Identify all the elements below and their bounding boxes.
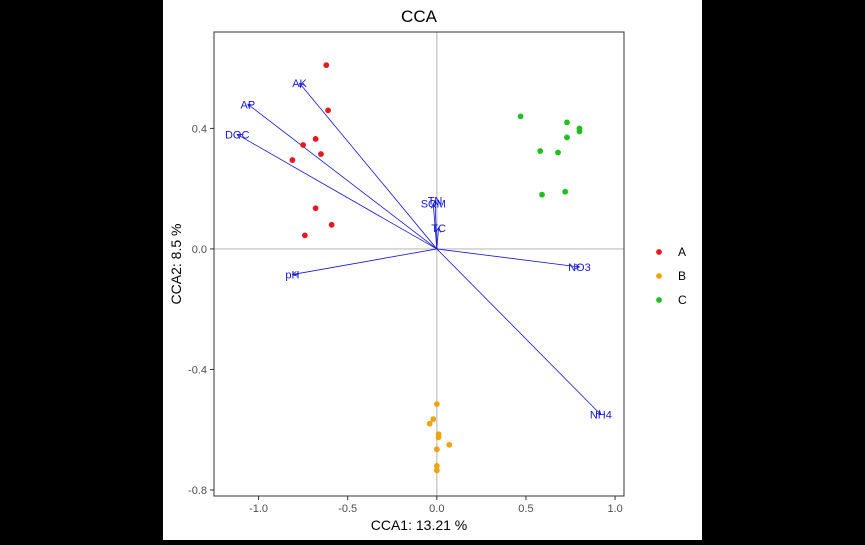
env-vector-arrowhead: [430, 202, 437, 209]
env-vector-label: NH4: [590, 410, 612, 422]
env-vector-label: AK: [292, 78, 307, 90]
env-vector-label: TC: [431, 223, 446, 235]
point-a: [312, 205, 319, 212]
point-a: [302, 232, 308, 239]
point-b: [426, 420, 433, 427]
legend-label-b: B: [678, 269, 686, 283]
x-tick-label: -1.0: [249, 503, 268, 515]
env-vector-label: SOM: [421, 199, 446, 211]
env-vector-ph: [292, 248, 437, 275]
point-c: [537, 148, 544, 154]
legend-label-c: C: [678, 293, 687, 307]
point-a: [328, 221, 335, 228]
y-tick-label: -0.8: [188, 485, 207, 497]
env-vector-label: TN: [428, 196, 443, 208]
legend-label-a: A: [678, 245, 686, 259]
env-vector-label: pH: [285, 270, 299, 282]
point-c: [576, 128, 583, 135]
env-vector-arrowhead: [595, 409, 602, 416]
point-b: [435, 434, 442, 441]
point-b: [433, 462, 440, 469]
point-c: [562, 188, 569, 195]
env-vector-doc: [236, 134, 438, 250]
env-vector-label: NO3: [568, 262, 591, 274]
point-a: [300, 142, 307, 148]
env-vector-arrowhead: [247, 103, 253, 110]
point-c: [517, 113, 524, 120]
env-vector-som: [432, 203, 438, 249]
env-vector-label: AP: [241, 99, 256, 111]
env-vector-arrowhead: [291, 271, 298, 277]
chart-title: CCA: [401, 7, 438, 26]
y-tick-label: 0.4: [192, 123, 207, 135]
x-tick-label: 1.0: [607, 503, 622, 515]
legend-key-b: [656, 273, 662, 279]
env-vector-tc: [436, 227, 440, 249]
point-b: [433, 401, 440, 408]
point-c: [564, 134, 570, 141]
env-vector-nh4: [436, 248, 602, 415]
point-c: [555, 149, 561, 156]
point-a: [289, 157, 296, 163]
env-vector-label: DOC: [225, 129, 250, 141]
cca-chart: CCA -1.0 -0.5 0.0 0.5 1.0 -0.8 -0.4 0.0 0.4 AK AP D…: [163, 0, 702, 540]
env-vector-arrowhead: [299, 82, 305, 89]
env-vector-arrowhead: [236, 134, 243, 139]
env-vector-ak: [299, 82, 438, 250]
legend-key-a: [656, 249, 662, 255]
y-tick-label: 0.0: [192, 244, 207, 256]
x-axis-title: CCA1: 13.21 %: [371, 517, 468, 533]
point-b: [433, 467, 440, 474]
env-vector-arrowhead: [435, 227, 441, 233]
legend: ABC: [656, 245, 687, 307]
x-tick-label: 0.0: [429, 503, 444, 515]
point-c: [539, 191, 545, 198]
point-b: [430, 416, 437, 423]
point-a: [323, 62, 330, 69]
point-a: [325, 107, 331, 114]
x-tick-label: 0.5: [518, 503, 533, 515]
y-axis-title: CCA2: 8.5 %: [168, 224, 184, 305]
point-b: [433, 446, 440, 453]
cca-plot-svg: CCA -1.0 -0.5 0.0 0.5 1.0 -0.8 -0.4 0.0 0.4 AK AP D…: [168, 7, 687, 533]
env-vector-ap: [247, 103, 438, 250]
point-c: [564, 119, 570, 126]
plot-area: -1.0 -0.5 0.0 0.5 1.0 -0.8 -0.4 0.0 0.4 AK AP DOC TN…: [188, 31, 625, 515]
point-a: [312, 136, 319, 142]
point-a: [318, 151, 324, 157]
env-vector-arrowhead: [574, 263, 581, 270]
plot-panel-border: [213, 31, 625, 497]
y-tick-label: -0.4: [188, 364, 207, 376]
x-tick-label: -0.5: [338, 503, 357, 515]
point-b: [446, 441, 453, 448]
env-vector-no3: [436, 248, 580, 268]
legend-key-c: [656, 297, 662, 303]
